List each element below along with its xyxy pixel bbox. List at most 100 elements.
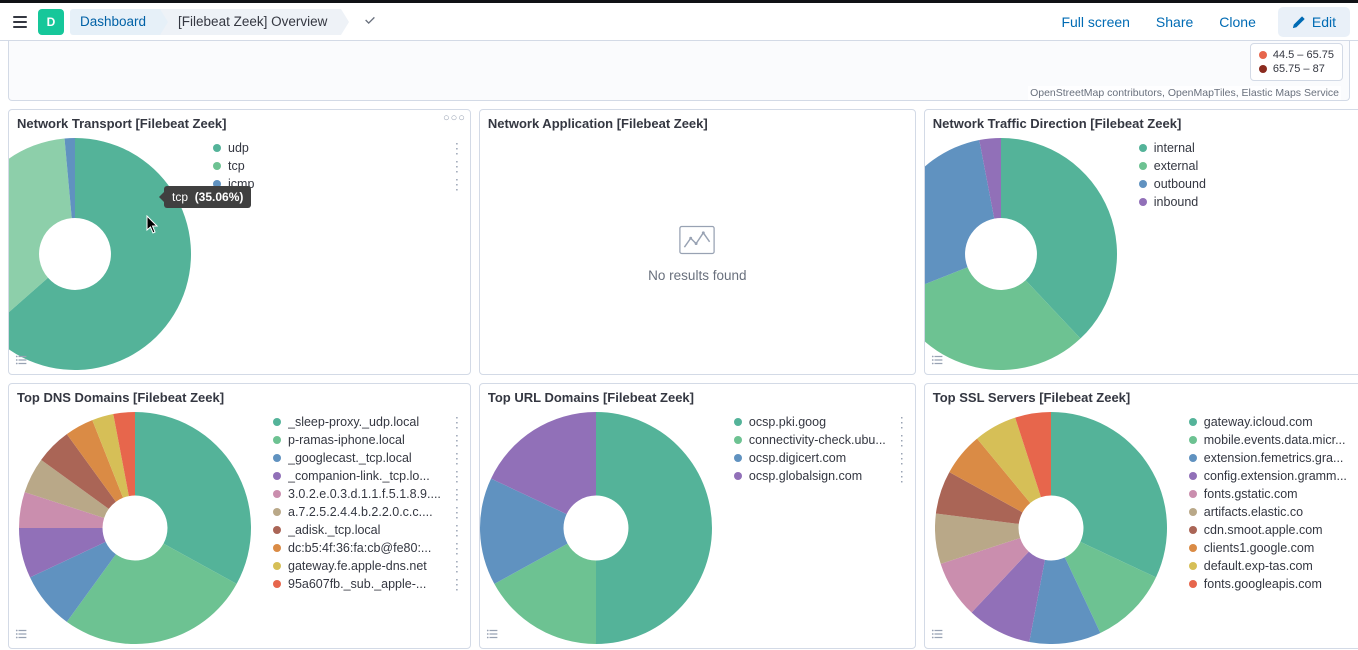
checkmark-icon[interactable] xyxy=(363,13,377,30)
legend-item-menu-icon[interactable]: ⋮ xyxy=(1354,523,1358,537)
legend-item-menu-icon[interactable]: ⋮ xyxy=(448,505,466,519)
legend-item-menu-icon[interactable]: ⋮ xyxy=(1354,469,1358,483)
share-button[interactable]: Share xyxy=(1146,8,1203,36)
legend-item[interactable]: udp⋮ xyxy=(213,139,466,157)
legend-item-menu-icon[interactable]: ⋮ xyxy=(448,177,466,191)
legend-label: 95a607fb._sub._apple-... xyxy=(288,577,441,591)
legend-item-menu-icon[interactable]: ⋮ xyxy=(448,523,466,537)
panel-top-url: Top URL Domains [Filebeat Zeek]ocsp.pki.… xyxy=(479,383,916,649)
legend-label: _companion-link._tcp.lo... xyxy=(288,469,441,483)
legend-item-menu-icon[interactable]: ⋮ xyxy=(448,141,466,155)
legend-item-menu-icon[interactable]: ⋮ xyxy=(448,541,466,555)
legend-item[interactable]: _companion-link._tcp.lo... ⋮ xyxy=(273,467,466,485)
legend-label: mobile.events.data.micr... xyxy=(1204,433,1347,447)
legend-item[interactable]: dc:b5:4f:36:fa:cb@fe80:... ⋮ xyxy=(273,539,466,557)
legend-label: tcp xyxy=(228,159,441,173)
legend-item[interactable]: 95a607fb._sub._apple-... ⋮ xyxy=(273,575,466,593)
legend-item[interactable]: external⋮ xyxy=(1139,157,1358,175)
legend-item-menu-icon[interactable]: ⋮ xyxy=(448,159,466,173)
legend-item[interactable]: 3.0.2.e.0.3.d.1.1.f.5.1.8.9....⋮ xyxy=(273,485,466,503)
legend-label: p-ramas-iphone.local xyxy=(288,433,441,447)
menu-toggle-icon[interactable] xyxy=(8,10,32,34)
space-avatar[interactable]: D xyxy=(38,9,64,35)
breadcrumb-current[interactable]: [Filebeat Zeek] Overview xyxy=(160,9,341,35)
chart-legend: udp⋮tcp⋮icmp⋮ xyxy=(211,133,470,374)
panel-options-icon[interactable] xyxy=(931,627,945,644)
breadcrumb-dashboard[interactable]: Dashboard xyxy=(70,9,160,35)
edit-button[interactable]: Edit xyxy=(1278,7,1350,37)
legend-item-menu-icon[interactable]: ⋮ xyxy=(448,433,466,447)
legend-item[interactable]: outbound⋮ xyxy=(1139,175,1358,193)
panel-title: Top SSL Servers [Filebeat Zeek] xyxy=(925,384,1358,407)
legend-item[interactable]: ocsp.digicert.com ⋮ xyxy=(734,449,911,467)
chart-legend: ocsp.pki.goog⋮ connectivity-check.ubu... ⋮… xyxy=(732,407,915,648)
legend-label: dc:b5:4f:36:fa:cb@fe80:... xyxy=(288,541,441,555)
legend-item[interactable]: cdn.smoot.apple.com⋮ xyxy=(1189,521,1358,539)
panel-network-direction: Network Traffic Direction [Filebeat Zeek… xyxy=(924,109,1358,375)
clone-button[interactable]: Clone xyxy=(1209,8,1266,36)
legend-item-menu-icon[interactable]: ⋮ xyxy=(1354,541,1358,555)
map-legend: 44.5 – 65.7565.75 – 87 xyxy=(1250,43,1343,81)
legend-item-menu-icon[interactable]: ⋮ xyxy=(1354,415,1358,429)
legend-item-menu-icon[interactable]: ⋮ xyxy=(1354,141,1358,155)
legend-item-menu-icon[interactable]: ⋮ xyxy=(1354,195,1358,209)
legend-label: ocsp.digicert.com xyxy=(749,451,886,465)
legend-item[interactable]: artifacts.elastic.co⋮ xyxy=(1189,503,1358,521)
panel-options-icon[interactable] xyxy=(15,353,29,370)
legend-item-menu-icon[interactable]: ⋮ xyxy=(448,559,466,573)
legend-item[interactable]: p-ramas-iphone.local ⋮ xyxy=(273,431,466,449)
legend-item[interactable]: clients1.google.com⋮ xyxy=(1189,539,1358,557)
legend-item-menu-icon[interactable]: ⋮ xyxy=(1354,505,1358,519)
legend-item[interactable]: _googlecast._tcp.local⋮ xyxy=(273,449,466,467)
panel-options-icon[interactable] xyxy=(931,353,945,370)
panel-title: Top DNS Domains [Filebeat Zeek] xyxy=(9,384,470,407)
legend-item-menu-icon[interactable]: ⋮ xyxy=(448,451,466,465)
legend-item-menu-icon[interactable]: ⋮ xyxy=(448,577,466,591)
legend-label: extension.femetrics.gra... xyxy=(1204,451,1347,465)
legend-item-menu-icon[interactable]: ⋮ xyxy=(1354,177,1358,191)
legend-item[interactable]: gateway.icloud.com⋮ xyxy=(1189,413,1358,431)
fullscreen-button[interactable]: Full screen xyxy=(1051,8,1139,36)
legend-item-menu-icon[interactable]: ⋮ xyxy=(1354,487,1358,501)
no-results: No results found xyxy=(480,133,915,374)
donut-slice[interactable] xyxy=(1051,412,1167,577)
panel-options-icon[interactable] xyxy=(15,627,29,644)
panel-menu-icon[interactable]: ○○○ xyxy=(443,112,466,124)
panel-options-icon[interactable] xyxy=(486,627,500,644)
legend-item-menu-icon[interactable]: ⋮ xyxy=(1354,577,1358,591)
legend-item[interactable]: gateway.fe.apple-dns.net⋮ xyxy=(273,557,466,575)
legend-item-menu-icon[interactable]: ⋮ xyxy=(1354,559,1358,573)
legend-label: connectivity-check.ubu... xyxy=(749,433,886,447)
legend-label: _adisk._tcp.local xyxy=(288,523,441,537)
legend-item[interactable]: connectivity-check.ubu... ⋮ xyxy=(734,431,911,449)
legend-item-menu-icon[interactable]: ⋮ xyxy=(893,469,911,483)
legend-item[interactable]: tcp ⋮ xyxy=(213,157,466,175)
legend-item-menu-icon[interactable]: ⋮ xyxy=(448,415,466,429)
legend-item[interactable]: extension.femetrics.gra... ⋮ xyxy=(1189,449,1358,467)
legend-item-menu-icon[interactable]: ⋮ xyxy=(893,433,911,447)
legend-item-menu-icon[interactable]: ⋮ xyxy=(1354,433,1358,447)
legend-item[interactable]: fonts.gstatic.com⋮ xyxy=(1189,485,1358,503)
legend-item-menu-icon[interactable]: ⋮ xyxy=(1354,451,1358,465)
legend-item[interactable]: icmp⋮ xyxy=(213,175,466,193)
panel-top-dns: Top DNS Domains [Filebeat Zeek] _sleep-pr… xyxy=(8,383,471,649)
legend-item[interactable]: default.exp-tas.com⋮ xyxy=(1189,557,1358,575)
legend-item[interactable]: config.extension.gramm...⋮ xyxy=(1189,467,1358,485)
donut-slice[interactable] xyxy=(596,412,712,644)
legend-item[interactable]: ocsp.globalsign.com⋮ xyxy=(734,467,911,485)
legend-item-menu-icon[interactable]: ⋮ xyxy=(448,487,466,501)
legend-item[interactable]: _adisk._tcp.local ⋮ xyxy=(273,521,466,539)
legend-item[interactable]: inbound⋮ xyxy=(1139,193,1358,211)
legend-item[interactable]: ocsp.pki.goog⋮ xyxy=(734,413,911,431)
legend-item[interactable]: a.7.2.5.2.4.4.b.2.2.0.c.c....⋮ xyxy=(273,503,466,521)
legend-item-menu-icon[interactable]: ⋮ xyxy=(893,451,911,465)
legend-item-menu-icon[interactable]: ⋮ xyxy=(448,469,466,483)
legend-item[interactable]: mobile.events.data.micr... ⋮ xyxy=(1189,431,1358,449)
legend-item[interactable]: _sleep-proxy._udp.local⋮ xyxy=(273,413,466,431)
panel-top-ssl: Top SSL Servers [Filebeat Zeek] gateway.i… xyxy=(924,383,1358,649)
panel-network-application: Network Application [Filebeat Zeek]No re… xyxy=(479,109,916,375)
legend-item-menu-icon[interactable]: ⋮ xyxy=(893,415,911,429)
legend-item[interactable]: fonts.googleapis.com⋮ xyxy=(1189,575,1358,593)
legend-item-menu-icon[interactable]: ⋮ xyxy=(1354,159,1358,173)
legend-item[interactable]: internal⋮ xyxy=(1139,139,1358,157)
